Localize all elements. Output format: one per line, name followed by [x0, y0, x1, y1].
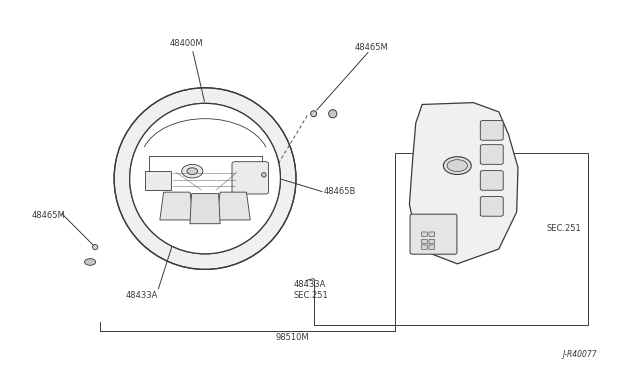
Text: SEC.251: SEC.251: [547, 224, 582, 233]
FancyBboxPatch shape: [232, 162, 269, 194]
Text: 48433A: 48433A: [125, 291, 157, 300]
Ellipse shape: [262, 173, 266, 177]
Ellipse shape: [310, 111, 317, 117]
Text: 48465M: 48465M: [31, 211, 65, 220]
FancyBboxPatch shape: [429, 232, 435, 236]
FancyBboxPatch shape: [480, 171, 503, 190]
Ellipse shape: [93, 244, 98, 250]
Ellipse shape: [182, 164, 203, 178]
Ellipse shape: [114, 88, 296, 269]
Text: SEC.251: SEC.251: [293, 291, 328, 300]
Ellipse shape: [187, 168, 198, 174]
FancyBboxPatch shape: [480, 196, 503, 216]
Polygon shape: [160, 192, 194, 220]
Polygon shape: [216, 192, 250, 220]
FancyBboxPatch shape: [429, 245, 435, 249]
Bar: [395, 153, 588, 325]
Text: 98510M: 98510M: [275, 333, 309, 342]
Ellipse shape: [329, 110, 337, 118]
Text: 48465B: 48465B: [323, 187, 356, 196]
FancyBboxPatch shape: [422, 232, 428, 236]
Ellipse shape: [84, 259, 95, 265]
Polygon shape: [190, 194, 220, 224]
Text: 48433A: 48433A: [293, 280, 326, 289]
Polygon shape: [410, 103, 518, 264]
Text: J-R40077: J-R40077: [563, 350, 597, 359]
FancyBboxPatch shape: [480, 145, 503, 164]
FancyBboxPatch shape: [422, 239, 428, 244]
Ellipse shape: [447, 160, 467, 171]
Ellipse shape: [130, 103, 280, 254]
FancyBboxPatch shape: [422, 245, 428, 249]
Text: 48465M: 48465M: [355, 42, 389, 51]
Polygon shape: [145, 171, 171, 190]
FancyBboxPatch shape: [410, 214, 457, 254]
FancyBboxPatch shape: [480, 121, 503, 140]
FancyBboxPatch shape: [429, 239, 435, 244]
Ellipse shape: [444, 157, 471, 174]
Text: 48400M: 48400M: [170, 39, 204, 48]
